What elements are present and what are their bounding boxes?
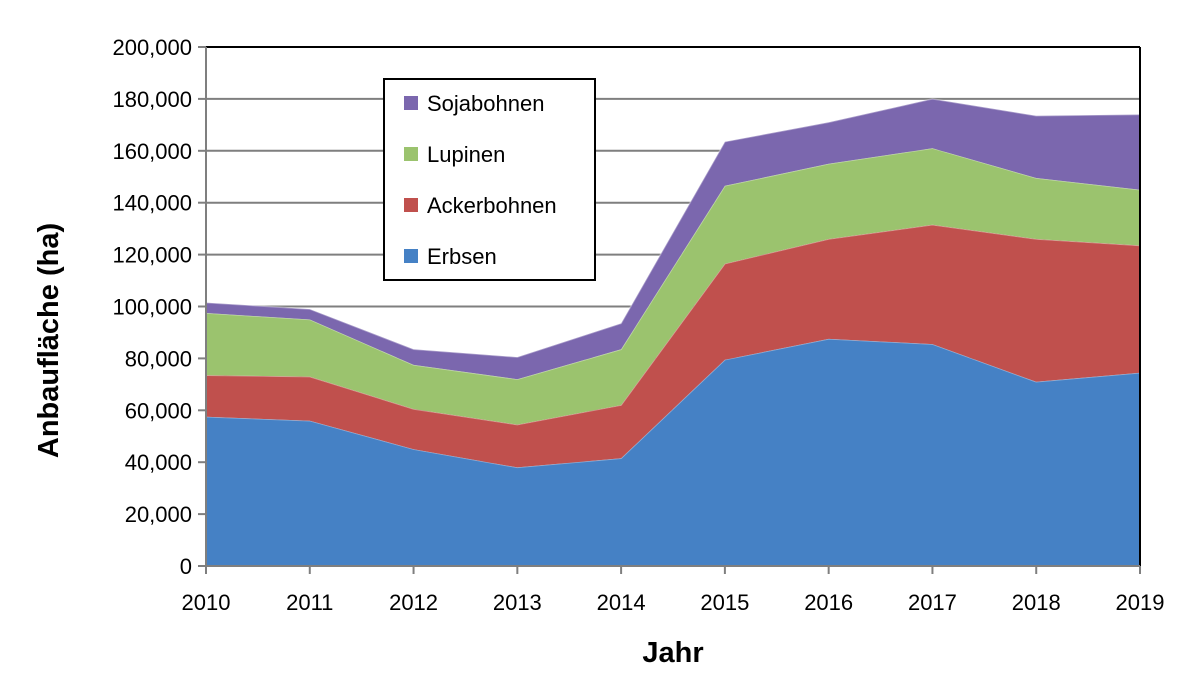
legend-swatch-ackerbohnen (404, 198, 418, 212)
legend-swatch-erbsen (404, 249, 418, 263)
x-tick-label: 2018 (1012, 590, 1061, 615)
area-edge-sojabohnen (205, 98, 1141, 358)
x-tick-label: 2019 (1116, 590, 1165, 615)
y-tick-label: 20,000 (125, 502, 192, 527)
y-tick-label: 200,000 (112, 35, 192, 60)
area-lupinen (206, 148, 1140, 425)
legend-label-erbsen: Erbsen (427, 244, 497, 269)
y-tick-label: 100,000 (112, 295, 192, 320)
area-sojabohnen (206, 98, 1140, 380)
plot-frame (205, 46, 1141, 567)
x-tick-label: 2014 (597, 590, 646, 615)
y-tick-label: 80,000 (125, 346, 192, 371)
y-tick-label: 60,000 (125, 398, 192, 423)
y-axis-title: Anbaufläche (ha) (33, 223, 65, 458)
x-axis-title: Jahr (642, 637, 703, 669)
legend-label-ackerbohnen: Ackerbohnen (427, 193, 557, 218)
y-tick-label: 180,000 (112, 87, 192, 112)
x-tick-label: 2013 (493, 590, 542, 615)
legend-box (383, 78, 596, 281)
legend-swatch-sojabohnen (404, 96, 418, 110)
y-tick-label: 140,000 (112, 191, 192, 216)
y-axis-ticks: 0 20,000 40,000 60,000 80,000 100,000 120,000 1… (112, 35, 206, 579)
x-tick-label: 2016 (804, 590, 853, 615)
area-ackerbohnen (206, 224, 1140, 468)
x-tick-label: 2010 (182, 590, 231, 615)
y-tick-label: 160,000 (112, 139, 192, 164)
x-tick-label: 2012 (389, 590, 438, 615)
x-tick-label: 2017 (908, 590, 957, 615)
y-tick-label: 40,000 (125, 450, 192, 475)
x-tick-label: 2015 (700, 590, 749, 615)
y-tick-label: 120,000 (112, 243, 192, 268)
y-tick-label: 0 (180, 554, 192, 579)
legend-swatch-lupinen (404, 147, 418, 161)
area-series (205, 98, 1141, 566)
x-tick-label: 2011 (286, 590, 333, 615)
area-erbsen (206, 338, 1140, 566)
x-axis-ticks: 2010 2011 2012 2013 2014 2015 2016 2017 2018 2019 (182, 566, 1165, 615)
legend-label-lupinen: Lupinen (427, 142, 505, 167)
legend-label-sojabohnen: Sojabohnen (427, 91, 544, 116)
legend: Sojabohnen Lupinen Ackerbohnen Erbsen (383, 78, 596, 281)
